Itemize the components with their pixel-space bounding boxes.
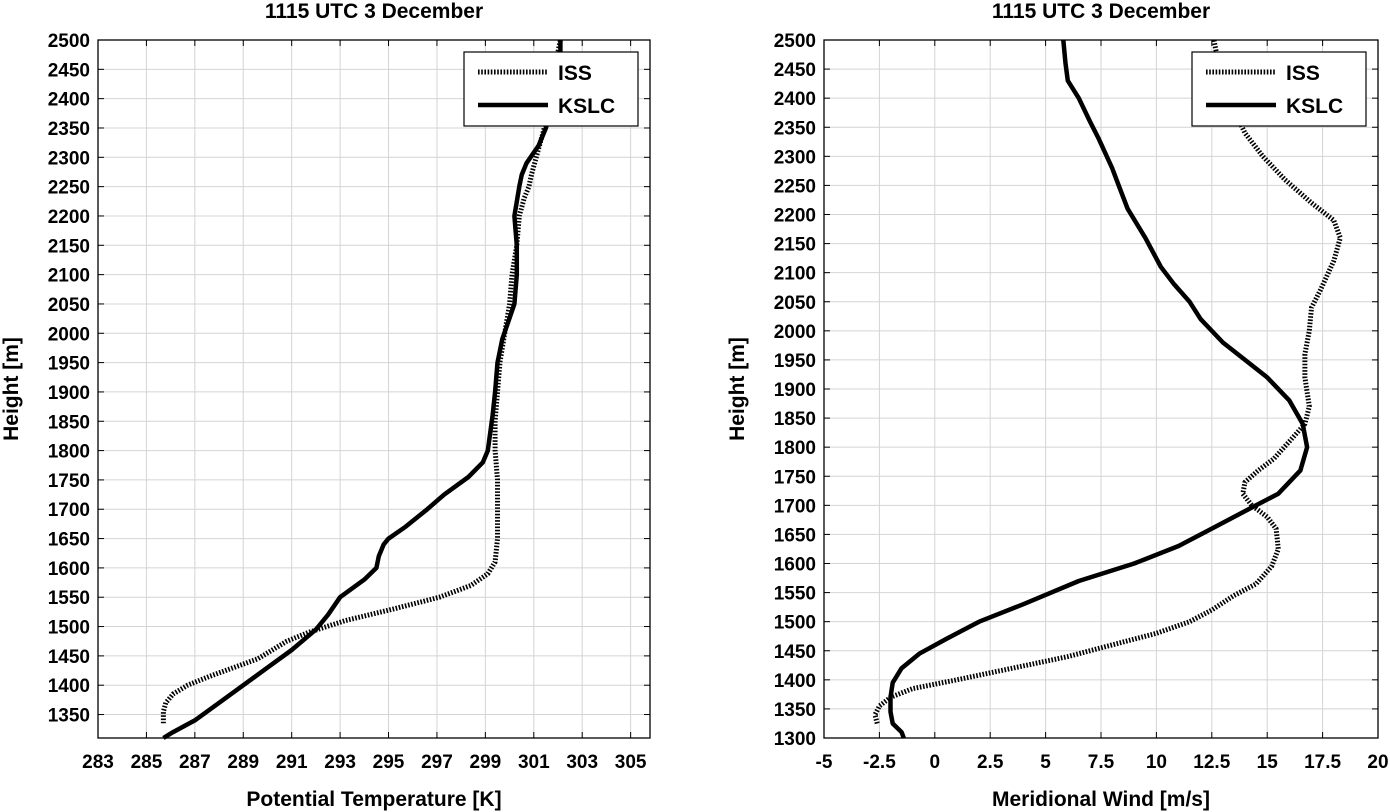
right-ytick-label: 2300 — [774, 147, 816, 168]
right-xtick-label: 5 — [1040, 752, 1051, 773]
right-series-kslc-line — [888, 39, 1310, 739]
right-ytick-label: 1900 — [774, 380, 816, 401]
right-ytick-label: 1700 — [774, 496, 816, 517]
right-xtick-label: 0 — [930, 752, 941, 773]
right-ytick-label: 2050 — [774, 293, 816, 314]
left-xtick-label: 303 — [566, 752, 598, 773]
left-ytick-label: 1800 — [48, 442, 90, 463]
right-ytick-label: 1600 — [774, 555, 816, 576]
left-xtick-label: 301 — [518, 752, 550, 773]
right-ytick-label: 2450 — [774, 60, 816, 81]
right-chart-title: 1115 UTC 3 December — [992, 0, 1210, 23]
left-axes-frame — [97, 39, 651, 739]
left-ytick-label: 1550 — [48, 588, 90, 609]
left-legend-label-iss: ISS — [558, 62, 592, 85]
right-ytick-label: 1500 — [774, 613, 816, 634]
left-xtick-label: 283 — [82, 752, 114, 773]
left-series-iss-line — [160, 39, 563, 724]
left-ytick-label: 2100 — [48, 266, 90, 287]
right-ytick-label: 1450 — [774, 642, 816, 663]
right-ytick-label: 1400 — [774, 671, 816, 692]
left-x-axis-label: Potential Temperature [K] — [246, 788, 501, 811]
left-chart-title: 1115 UTC 3 December — [265, 0, 483, 23]
left-ytick-label: 1450 — [48, 647, 90, 668]
left-ytick-label: 2200 — [48, 207, 90, 228]
left-ytick-label: 1350 — [48, 706, 90, 727]
left-ytick-label: 2000 — [48, 324, 90, 345]
left-xtick-label: 297 — [421, 752, 453, 773]
right-ytick-label: 2000 — [774, 322, 816, 343]
right-ytick-label: 1550 — [774, 584, 816, 605]
right-ytick-label: 1300 — [774, 729, 816, 750]
right-y-axis-label: Height [m] — [726, 337, 749, 441]
left-ytick-label: 1600 — [48, 559, 90, 580]
left-xtick-label: 287 — [179, 752, 211, 773]
right-legend-box — [1191, 51, 1367, 127]
right-ytick-label: 2350 — [774, 118, 816, 139]
right-series-iss-line — [872, 39, 1343, 725]
right-x-axis-label: Meridional Wind [m/s] — [992, 788, 1210, 811]
left-ytick-label: 2250 — [48, 178, 90, 199]
right-ytick-label: 1650 — [774, 525, 816, 546]
right-xtick-label: 17.5 — [1304, 752, 1341, 773]
right-ytick-label: 2250 — [774, 176, 816, 197]
left-xtick-label: 305 — [615, 752, 647, 773]
left-xtick-label: 291 — [276, 752, 308, 773]
left-series-kslc-line — [162, 40, 563, 740]
left-ytick-label: 1850 — [48, 412, 90, 433]
left-ytick-label: 2350 — [48, 119, 90, 140]
right-xtick-label: 7.5 — [1088, 752, 1115, 773]
left-legend: ISS KSLC — [463, 51, 639, 127]
left-plot: 283 285 287 289 291 293 295 297 299 301 303 305 1350… — [0, 0, 651, 811]
left-ytick-label: 1750 — [48, 471, 90, 492]
right-ytick-label: 2200 — [774, 206, 816, 227]
left-ytick-label: 2050 — [48, 295, 90, 316]
left-ytick-label: 1400 — [48, 676, 90, 697]
left-ytick-label: 2450 — [48, 60, 90, 81]
left-ytick-label: 2150 — [48, 236, 90, 257]
right-ytick-label: 2150 — [774, 235, 816, 256]
right-xtick-label: -2.5 — [863, 752, 896, 773]
right-xtick-label: 15 — [1257, 752, 1279, 773]
left-legend-box — [463, 51, 639, 127]
right-legend-label-iss: ISS — [1286, 62, 1320, 85]
right-ytick-label: 1800 — [774, 438, 816, 459]
right-xtick-label: 12.5 — [1193, 752, 1230, 773]
left-ytick-label: 2300 — [48, 148, 90, 169]
right-legend: ISS KSLC — [1191, 51, 1367, 127]
right-ytick-label: 2400 — [774, 89, 816, 110]
left-ytick-label: 1900 — [48, 383, 90, 404]
left-xtick-label: 293 — [324, 752, 356, 773]
left-legend-label-kslc: KSLC — [558, 95, 615, 118]
right-ytick-label: 1950 — [774, 351, 816, 372]
right-xtick-label: 10 — [1146, 752, 1167, 773]
right-ytick-label: 1350 — [774, 700, 816, 721]
left-xtick-label: 299 — [470, 752, 502, 773]
left-xtick-label: 285 — [131, 752, 163, 773]
right-ytick-label: 2500 — [774, 31, 816, 52]
left-ytick-label: 1650 — [48, 530, 90, 551]
right-plot: -5 -2.5 0 2.5 5 7.5 10 12.5 15 17.5 20 1300 1350 1400… — [726, 0, 1389, 811]
left-ytick-label: 1500 — [48, 618, 90, 639]
left-ytick-label: 1700 — [48, 500, 90, 521]
left-y-axis-label: Height [m] — [0, 337, 23, 441]
left-xtick-label: 289 — [227, 752, 259, 773]
right-xtick-label: -5 — [816, 752, 833, 773]
left-ytick-label: 1950 — [48, 354, 90, 375]
right-legend-label-kslc: KSLC — [1286, 95, 1343, 118]
right-ytick-label: 2100 — [774, 264, 816, 285]
right-axes-frame — [823, 39, 1379, 739]
right-xtick-label: 20 — [1367, 752, 1388, 773]
right-ytick-label: 1850 — [774, 409, 816, 430]
left-ytick-label: 2500 — [48, 31, 90, 52]
right-xtick-label: 2.5 — [977, 752, 1004, 773]
right-ytick-label: 1750 — [774, 467, 816, 488]
left-xtick-label: 295 — [373, 752, 405, 773]
left-ytick-label: 2400 — [48, 90, 90, 111]
